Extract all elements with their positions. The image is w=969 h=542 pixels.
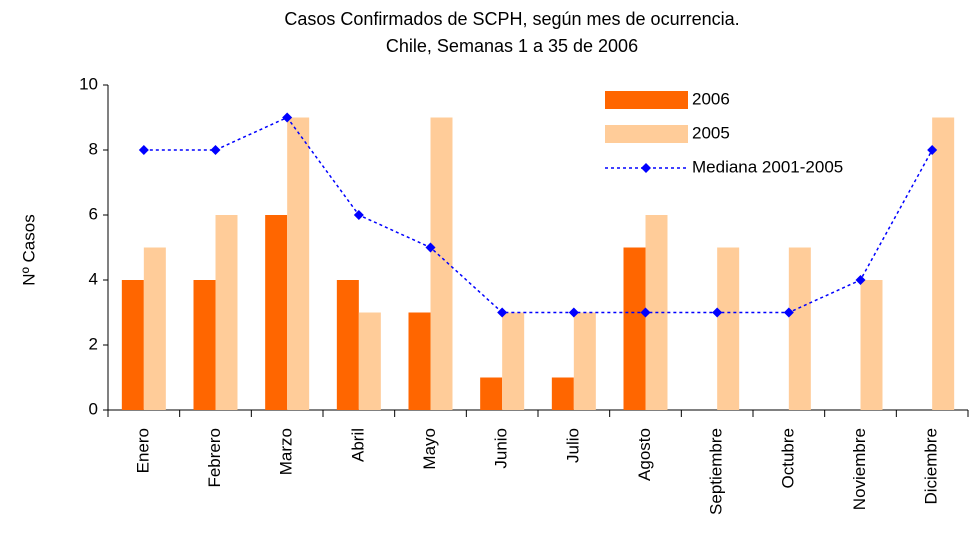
line-marker <box>855 275 866 285</box>
x-tick-label: Junio <box>492 428 511 469</box>
x-tick-label: Julio <box>563 428 582 463</box>
line-marker <box>783 307 794 318</box>
bar <box>215 215 238 410</box>
line-marker <box>210 145 221 155</box>
line-marker <box>568 307 579 318</box>
y-tick-label: 0 <box>89 399 98 418</box>
line <box>143 116 933 314</box>
bar <box>287 117 310 410</box>
bar <box>502 312 525 410</box>
line-marker <box>353 210 364 220</box>
bar <box>336 280 359 410</box>
bar <box>193 280 216 410</box>
y-tick-label: 2 <box>89 334 98 353</box>
x-tick-label: Octubre <box>778 428 797 488</box>
y-axis-label: Nº Casos <box>19 214 38 285</box>
line-marker <box>640 307 651 318</box>
bar <box>573 312 596 410</box>
bar <box>551 377 574 410</box>
line-marker <box>282 112 293 123</box>
x-tick-label: Mayo <box>420 428 439 470</box>
x-tick-label: Diciembre <box>922 428 941 505</box>
legend-label: 2006 <box>692 89 730 108</box>
chart-title: Casos Confirmados de SCPH, según mes de … <box>284 9 739 29</box>
bar <box>430 117 453 410</box>
chart-subtitle: Chile, Semanas 1 a 35 de 2006 <box>386 36 638 56</box>
legend-label: 2005 <box>692 123 730 142</box>
y-tick-label: 4 <box>89 269 98 288</box>
bar <box>143 247 166 410</box>
y-tick-label: 10 <box>79 74 98 93</box>
x-tick-label: Febrero <box>205 428 224 488</box>
bar <box>265 215 288 410</box>
line-marker <box>712 307 723 318</box>
bar <box>358 312 381 410</box>
y-tick-label: 8 <box>89 139 98 158</box>
legend-swatch <box>605 91 688 109</box>
bar <box>717 247 740 410</box>
bar <box>788 247 811 410</box>
bar <box>860 280 883 410</box>
line-marker <box>927 145 938 155</box>
bar <box>408 312 431 410</box>
bar <box>480 377 503 410</box>
x-tick-label: Noviembre <box>850 428 869 510</box>
x-tick-label: Enero <box>133 428 152 473</box>
x-tick-label: Agosto <box>635 428 654 481</box>
legend-label: Mediana 2001-2005 <box>692 157 843 176</box>
legend-swatch <box>605 125 688 143</box>
y-tick-label: 6 <box>89 204 98 223</box>
legend-marker <box>641 163 651 173</box>
bar <box>121 280 144 410</box>
line-marker <box>497 307 508 318</box>
x-tick-label: Marzo <box>277 428 296 475</box>
line-marker <box>425 242 436 253</box>
bar <box>623 247 646 410</box>
line-marker <box>138 145 149 155</box>
x-tick-label: Abril <box>348 428 367 462</box>
x-tick-label: Septiembre <box>707 428 726 515</box>
bar <box>932 117 955 410</box>
